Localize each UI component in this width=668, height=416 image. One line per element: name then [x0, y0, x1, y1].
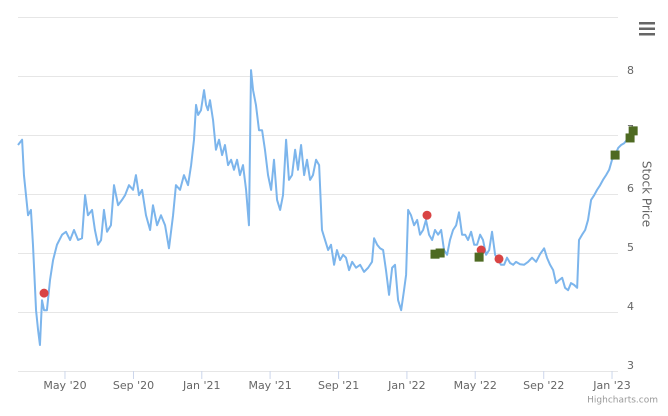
- y-tick-label: 3: [627, 359, 634, 372]
- point-marker: [474, 252, 484, 262]
- menu-icon-bar: [639, 33, 655, 36]
- y-tick-label: 8: [627, 64, 634, 77]
- x-tick-label: Jan '21: [182, 379, 220, 392]
- y-tick-label: 6: [627, 182, 634, 195]
- point-marker: [430, 249, 440, 259]
- menu-icon-bar: [639, 27, 655, 30]
- x-tick-label: Sep '22: [523, 379, 564, 392]
- point-marker: [422, 210, 432, 220]
- menu-button[interactable]: [634, 18, 660, 40]
- x-tick-label: Sep '21: [318, 379, 359, 392]
- point-marker: [610, 150, 620, 160]
- x-tick-label: May '20: [43, 379, 86, 392]
- y-axis-title: Stock Price: [640, 161, 654, 227]
- x-tick-label: Jan '23: [592, 379, 630, 392]
- credits: Highcharts.com: [587, 396, 658, 406]
- point-marker: [628, 126, 638, 136]
- point-marker: [435, 248, 445, 258]
- point-marker: [39, 288, 49, 298]
- menu-icon-bar: [639, 22, 655, 25]
- x-tick-label: May '21: [248, 379, 291, 392]
- y-tick-label: 4: [627, 300, 634, 313]
- y-tick-label: 5: [627, 241, 634, 254]
- x-tick-label: Sep '20: [113, 379, 154, 392]
- point-marker: [494, 254, 504, 264]
- x-tick-label: Jan '22: [387, 379, 425, 392]
- point-marker: [625, 133, 635, 143]
- x-tick-label: May '22: [454, 379, 497, 392]
- price-line: [17, 69, 631, 347]
- point-marker: [476, 245, 486, 255]
